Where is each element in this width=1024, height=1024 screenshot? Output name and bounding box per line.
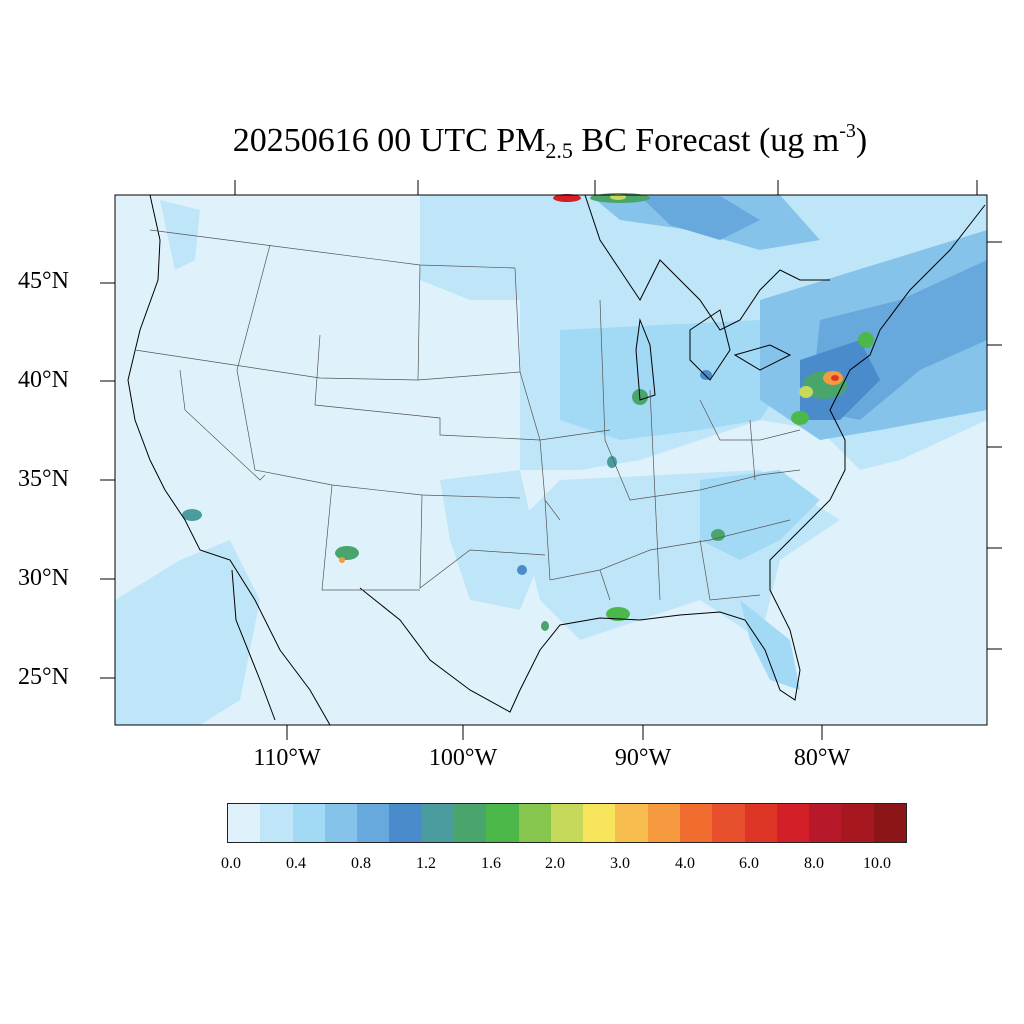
hotspot-houston <box>541 621 549 631</box>
lat-label-25: 25°N <box>18 664 69 690</box>
colorbar-label: 8.0 <box>804 855 824 872</box>
map-title: 20250616 00 UTC PM2.5 BC Forecast (ug m-… <box>0 120 1024 164</box>
colorbar-swatch <box>389 804 422 842</box>
colorbar-swatch <box>615 804 648 842</box>
lon-label-80w: 80°W <box>793 745 851 771</box>
colorbar-label: 2.0 <box>545 855 565 872</box>
hotspot-canada-fire <box>553 194 581 202</box>
lon-label-110w: 110°W <box>253 745 321 771</box>
colorbar-swatch <box>744 804 777 842</box>
colorbar-swatch <box>809 804 842 842</box>
colorbar-label: 6.0 <box>739 855 759 872</box>
colorbar-label: 1.2 <box>416 855 436 872</box>
colorbar-label: 3.0 <box>610 855 630 872</box>
colorbar-label: 1.6 <box>481 855 501 872</box>
hotspot-los-angeles <box>182 509 202 521</box>
colorbar-swatch <box>518 804 551 842</box>
colorbar-swatch <box>453 804 487 842</box>
colorbar-swatch <box>421 804 454 842</box>
colorbar-swatch <box>712 804 745 842</box>
hotspot-dallas <box>517 565 527 575</box>
colorbar-swatch <box>324 804 358 842</box>
colorbar-swatch <box>647 804 680 842</box>
colorbar-swatch <box>228 804 261 842</box>
hotspot-new-orleans <box>606 607 630 621</box>
title-prefix: 20250616 00 UTC PM <box>232 122 546 159</box>
hotspot-atlanta <box>711 529 725 541</box>
hotspot-philadelphia <box>799 386 813 398</box>
hotspot-layer <box>182 193 874 631</box>
colorbar-swatch <box>260 804 293 842</box>
title-middle: BC Forecast (ug m <box>572 122 840 159</box>
axis-ticks <box>100 180 1002 740</box>
title-superscript: -3 <box>839 120 856 142</box>
hotspot-washington <box>791 411 809 425</box>
state-boundaries <box>134 229 801 601</box>
colorbar-label: 10.0 <box>863 855 891 872</box>
colorbar-swatch <box>357 804 390 842</box>
lon-label-90w: 90°W <box>614 745 672 771</box>
hotspot-boston <box>858 332 874 348</box>
colorbar <box>227 803 907 843</box>
title-subscript: 2.5 <box>545 138 573 163</box>
lon-label-100w: 100°W <box>428 745 498 771</box>
lat-label-35: 35°N <box>18 466 69 492</box>
colorbar-label: 4.0 <box>675 855 695 872</box>
coastlines <box>127 194 986 726</box>
colorbar-swatch <box>486 804 519 842</box>
title-suffix: ) <box>855 122 868 159</box>
colorbar-swatch <box>679 804 713 842</box>
hotspot-new-york-core <box>831 375 839 381</box>
colorbar-label: 0.0 <box>221 855 241 872</box>
colorbar-swatch <box>292 804 325 842</box>
colorbar-label: 0.4 <box>286 855 306 872</box>
map-frame <box>114 194 988 726</box>
hotspot-albuquerque-core <box>339 557 345 563</box>
colorbar-swatch <box>873 804 906 842</box>
colorbar-label: 0.8 <box>351 855 371 872</box>
lat-label-45: 45°N <box>18 268 69 294</box>
colorbar-swatch <box>583 804 616 842</box>
hotspot-albuquerque <box>335 546 359 560</box>
lat-label-30: 30°N <box>18 565 69 591</box>
lat-label-40: 40°N <box>18 367 69 393</box>
hotspot-st-louis <box>607 456 617 468</box>
colorbar-swatch <box>841 804 874 842</box>
colorbar-swatch <box>776 804 810 842</box>
colorbar-swatch <box>550 804 584 842</box>
